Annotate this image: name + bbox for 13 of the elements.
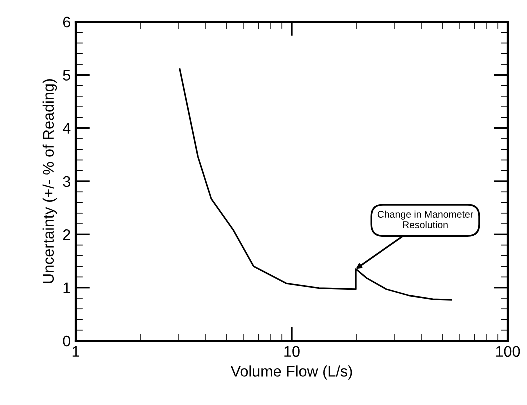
x-tick-label: 100 (496, 346, 520, 358)
x-axis-title: Volume Flow (L/s) (230, 366, 352, 380)
y-tick-label: 1 (64, 282, 70, 294)
y-tick-label: 0 (63, 336, 71, 347)
y-tick-label: 5 (63, 70, 70, 81)
y-axis-title: Uncertainty (+/- % of Reading) (42, 79, 58, 284)
x-tick-label: 1 (72, 346, 80, 357)
y-tick-label: 4 (62, 123, 71, 134)
x-tick-label: 10 (284, 346, 300, 358)
y-tick-label: 6 (63, 16, 70, 28)
annotation: Change in Manometer Resolution (378, 210, 474, 228)
y-tick-label: 3 (63, 176, 70, 188)
y-tick-label: 2 (63, 230, 70, 240)
